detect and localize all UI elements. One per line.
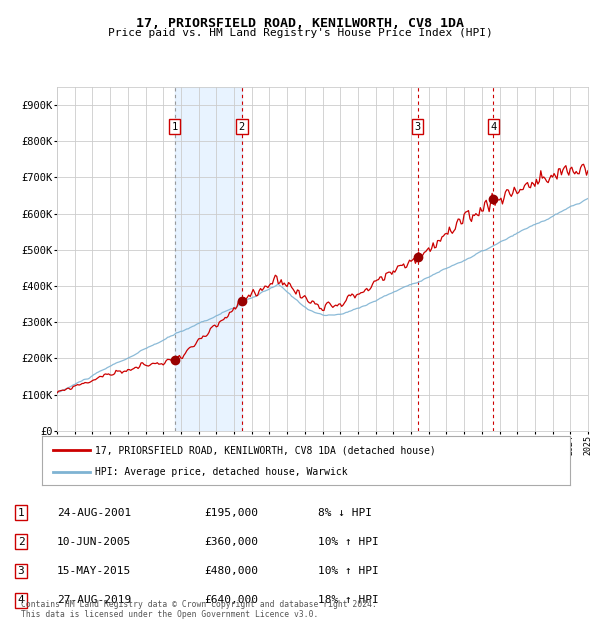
Text: 3: 3	[415, 122, 421, 131]
Text: 10% ↑ HPI: 10% ↑ HPI	[318, 537, 379, 547]
Text: 10-JUN-2005: 10-JUN-2005	[57, 537, 131, 547]
Text: 1: 1	[172, 122, 178, 131]
Text: HPI: Average price, detached house, Warwick: HPI: Average price, detached house, Warw…	[95, 467, 347, 477]
Bar	[175, 87, 242, 431]
Text: £195,000: £195,000	[204, 508, 258, 518]
Text: Contains HM Land Registry data © Crown copyright and database right 2024.
This d: Contains HM Land Registry data © Crown c…	[21, 600, 377, 619]
Text: 18% ↑ HPI: 18% ↑ HPI	[318, 595, 379, 605]
Text: 2: 2	[239, 122, 245, 131]
Text: 4: 4	[17, 595, 25, 605]
Text: 3: 3	[17, 566, 25, 576]
Text: 17, PRIORSFIELD ROAD, KENILWORTH, CV8 1DA (detached house): 17, PRIORSFIELD ROAD, KENILWORTH, CV8 1D…	[95, 445, 436, 455]
Text: 24-AUG-2001: 24-AUG-2001	[57, 508, 131, 518]
Text: £480,000: £480,000	[204, 566, 258, 576]
Text: £640,000: £640,000	[204, 595, 258, 605]
Text: 8% ↓ HPI: 8% ↓ HPI	[318, 508, 372, 518]
Text: 4: 4	[490, 122, 496, 131]
Text: Price paid vs. HM Land Registry's House Price Index (HPI): Price paid vs. HM Land Registry's House …	[107, 28, 493, 38]
Text: 27-AUG-2019: 27-AUG-2019	[57, 595, 131, 605]
Text: £360,000: £360,000	[204, 537, 258, 547]
Text: 10% ↑ HPI: 10% ↑ HPI	[318, 566, 379, 576]
Text: 17, PRIORSFIELD ROAD, KENILWORTH, CV8 1DA: 17, PRIORSFIELD ROAD, KENILWORTH, CV8 1D…	[136, 17, 464, 30]
Text: 2: 2	[17, 537, 25, 547]
Text: 1: 1	[17, 508, 25, 518]
Text: 15-MAY-2015: 15-MAY-2015	[57, 566, 131, 576]
